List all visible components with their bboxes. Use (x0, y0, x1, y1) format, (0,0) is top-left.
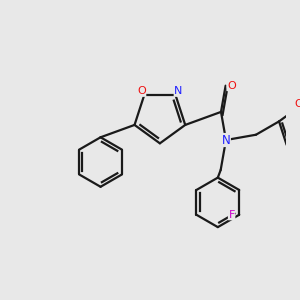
Text: N: N (222, 134, 230, 146)
Text: O: O (295, 99, 300, 109)
Text: O: O (227, 81, 236, 91)
Text: N: N (174, 86, 183, 96)
Text: F: F (228, 210, 235, 220)
Text: O: O (137, 86, 146, 96)
